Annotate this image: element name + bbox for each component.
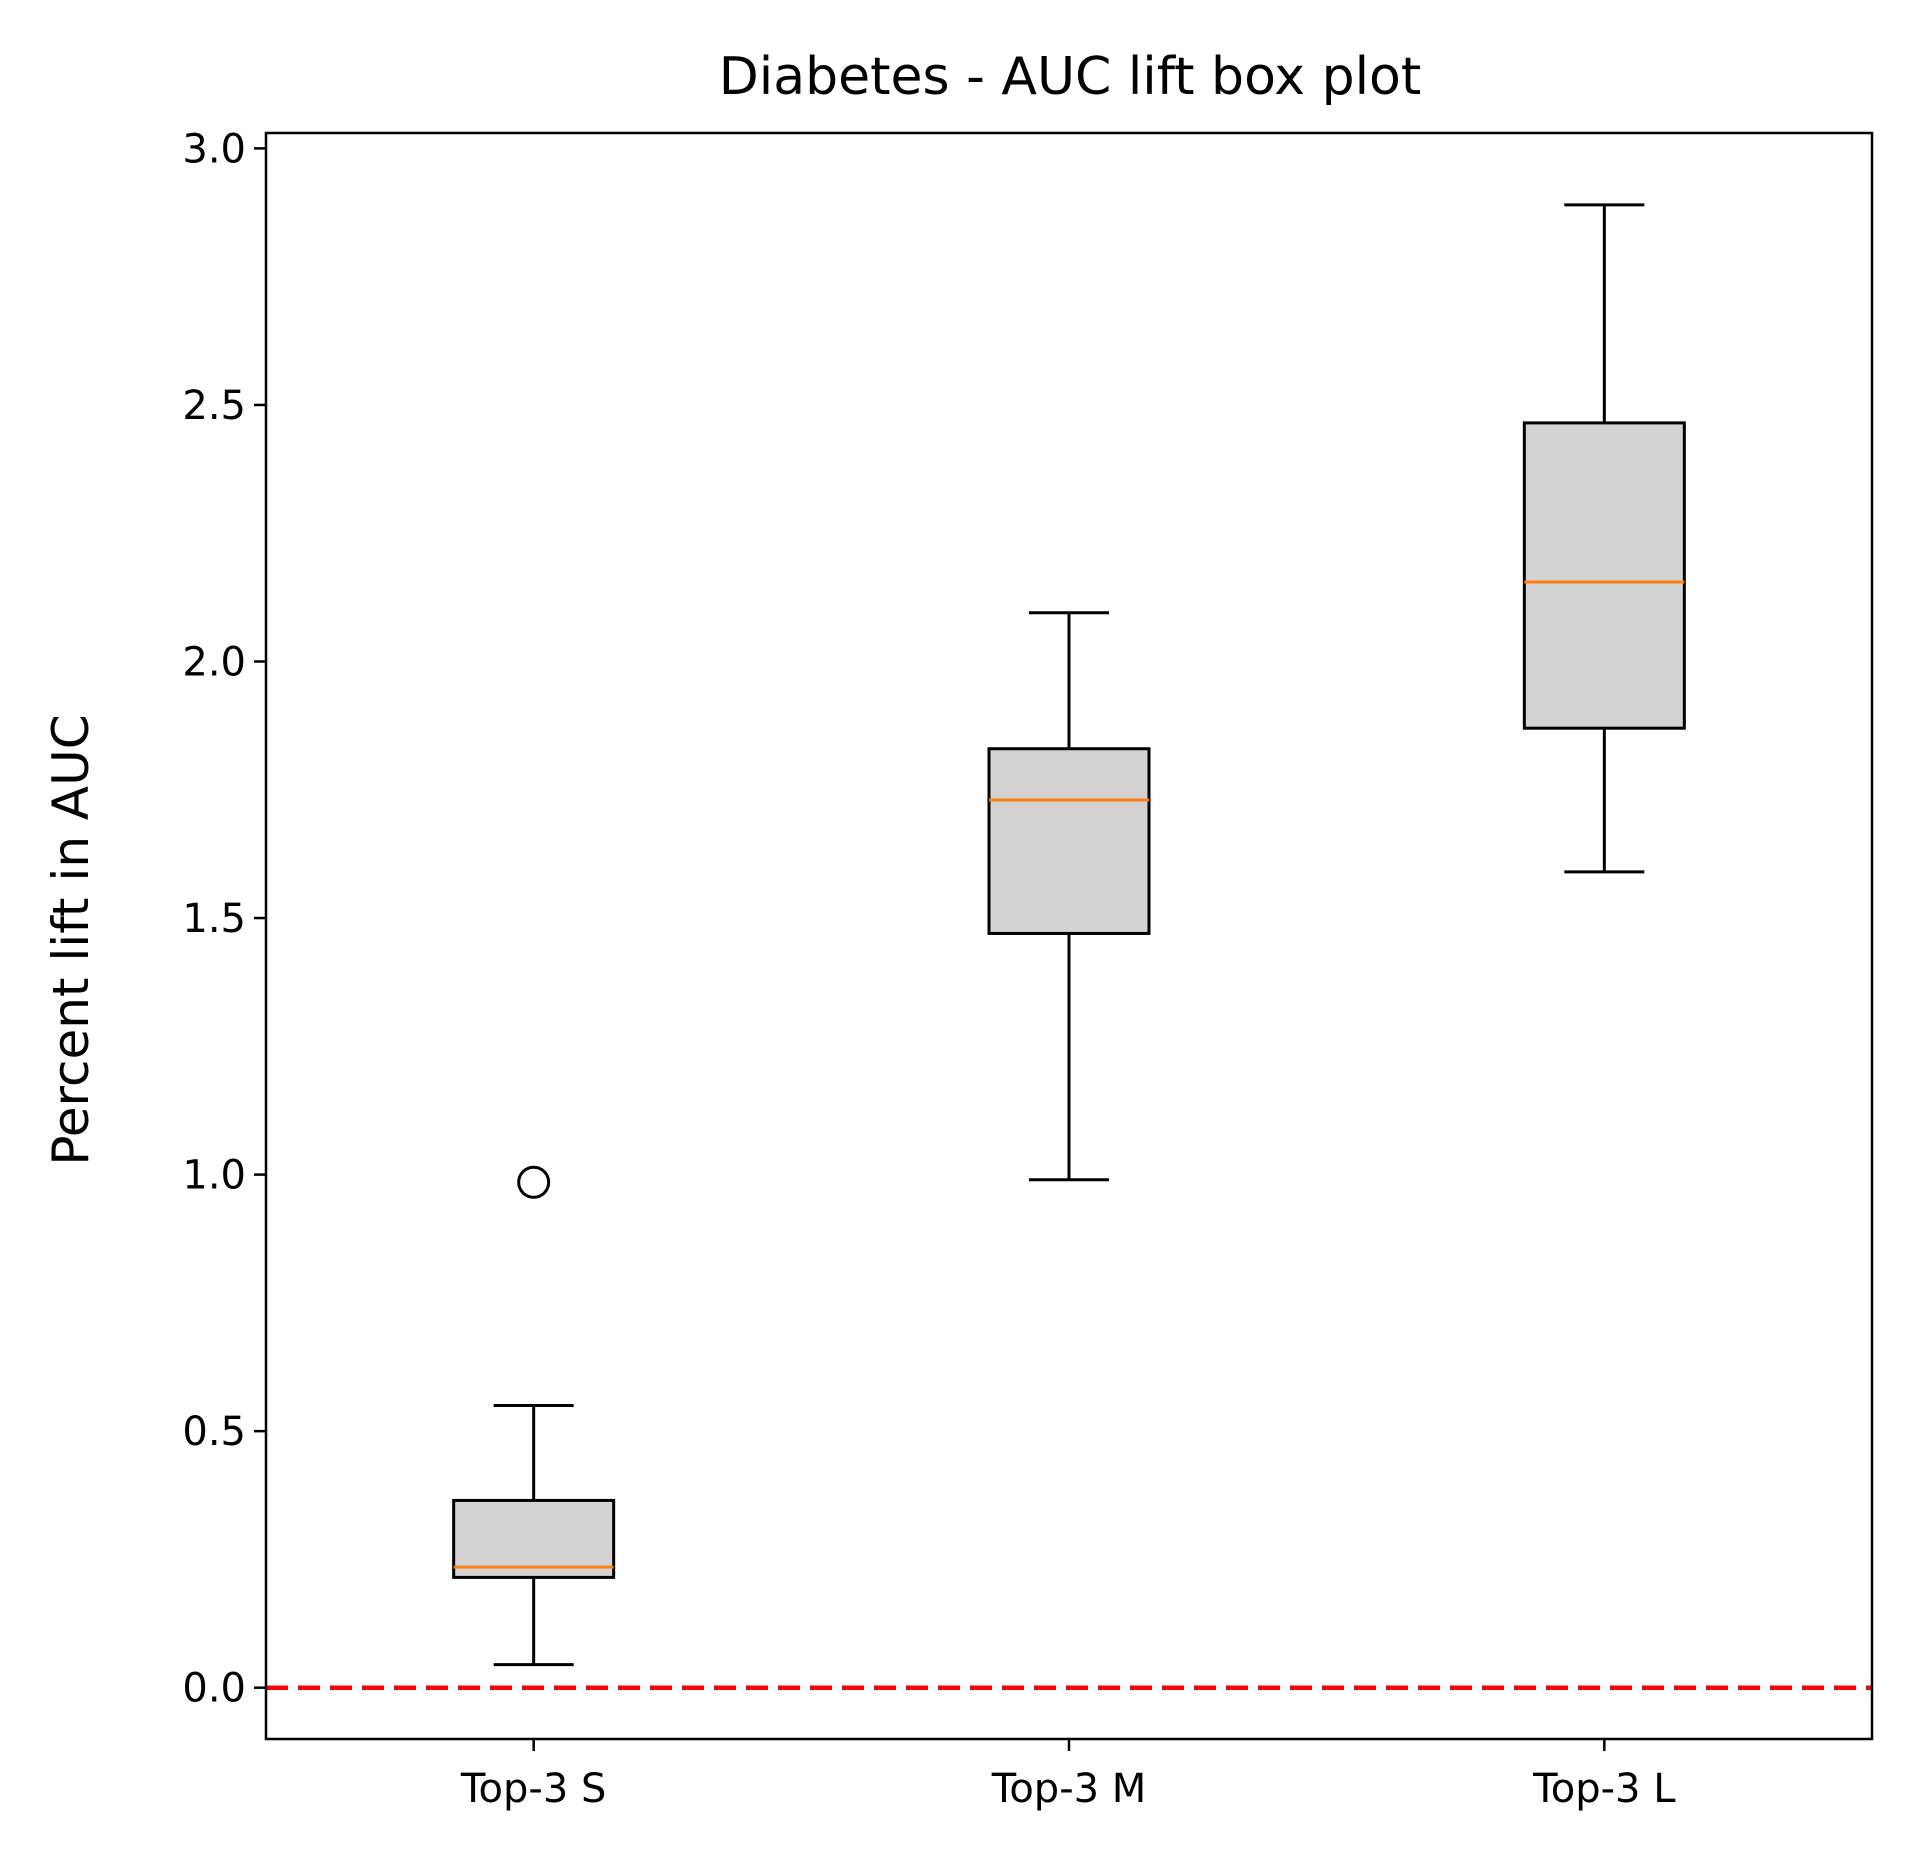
outlier-point [517,1165,551,1199]
x-tick-label: Top-3 M [991,1766,1147,1812]
y-tick-label: 0.0 [182,1666,246,1712]
box-iqr [987,747,1151,935]
chart-title: Diabetes - AUC lift box plot [719,47,1422,107]
plot-area: 0.0 0.5 1.0 1.5 2.0 2.5 3.0 Top-3 S Top-3 M Top-3… [182,126,1872,1812]
y-tick-label: 3.0 [182,126,246,172]
x-tick-label: Top-3 L [1532,1766,1676,1812]
y-tick-label: 0.5 [182,1409,246,1455]
x-tick-label: Top-3 S [460,1766,607,1812]
y-tick-label: 1.0 [182,1153,246,1199]
y-tick-label: 2.5 [182,383,246,429]
plot-frame [264,131,1874,1741]
box-iqr [1522,421,1686,730]
y-tick-label: 2.0 [182,639,246,685]
box-iqr [452,1498,616,1579]
y-axis-label: Percent lift in AUC [42,714,100,1165]
y-tick-label: 1.5 [182,896,246,942]
